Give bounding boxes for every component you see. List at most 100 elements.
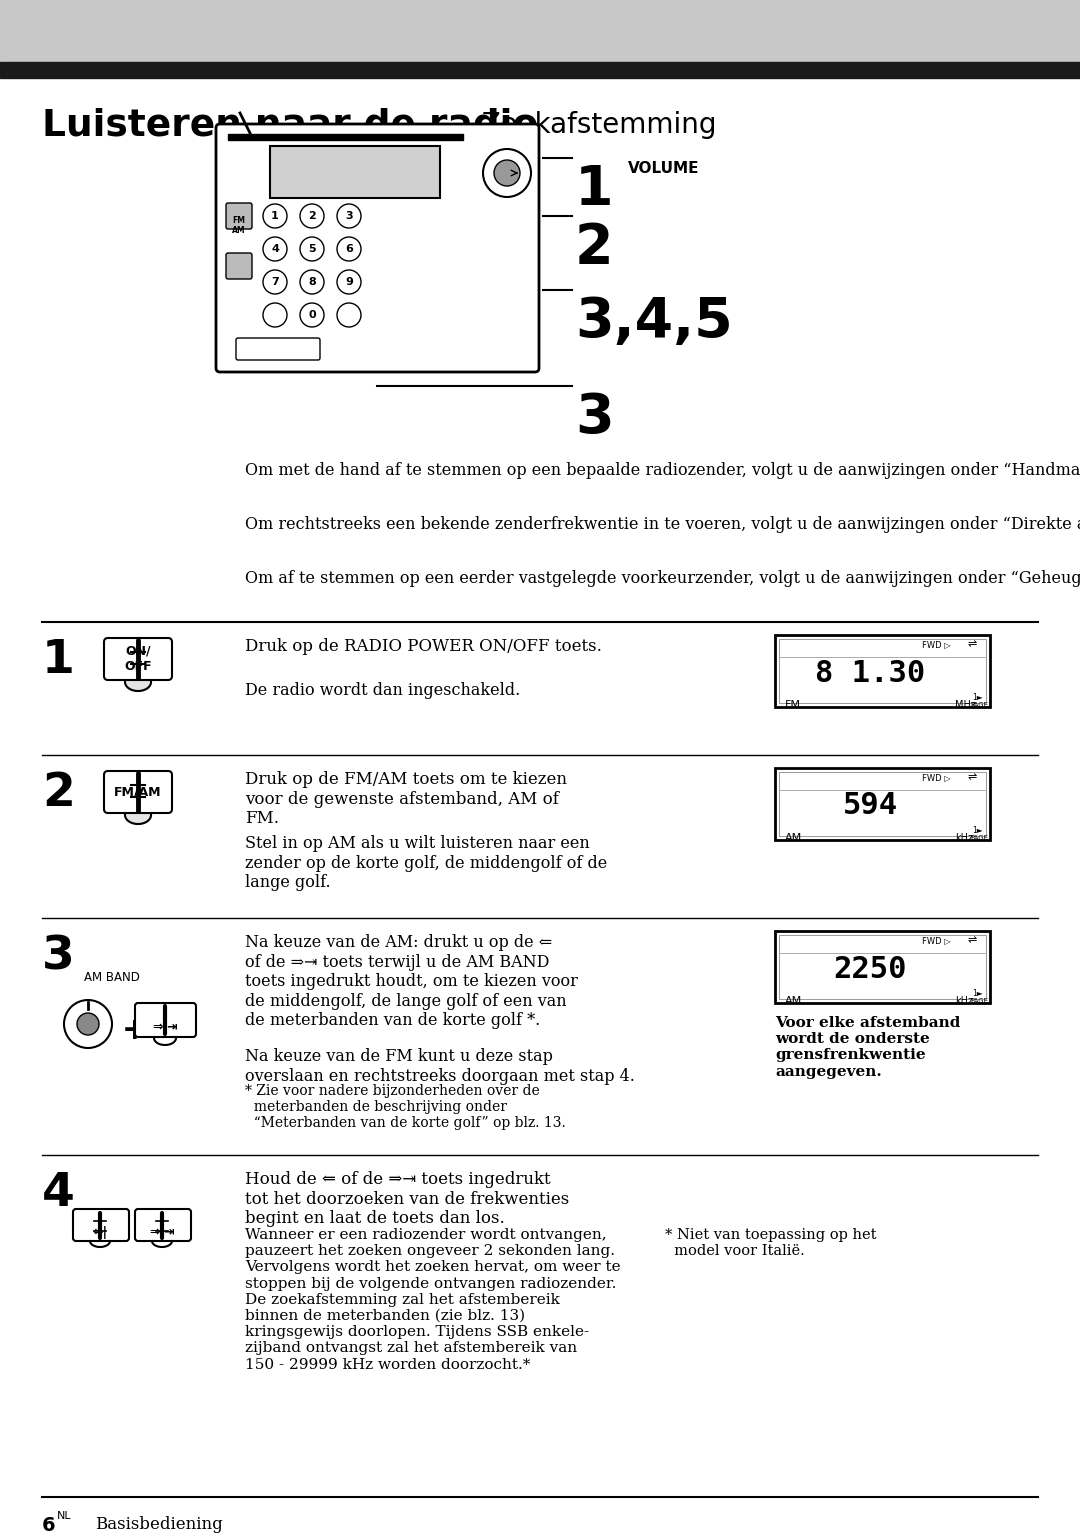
Circle shape	[264, 270, 287, 294]
Text: ⇌: ⇌	[968, 773, 977, 782]
FancyBboxPatch shape	[226, 253, 252, 279]
Circle shape	[300, 270, 324, 294]
Text: ⇒|⇥: ⇒|⇥	[149, 1226, 175, 1239]
Circle shape	[337, 270, 361, 294]
Circle shape	[337, 304, 361, 327]
Circle shape	[483, 149, 531, 198]
Text: AM: AM	[785, 996, 802, 1006]
Text: ⇌: ⇌	[968, 935, 977, 944]
Text: 2: 2	[308, 212, 315, 221]
Text: Luisteren naar de radio: Luisteren naar de radio	[42, 107, 538, 144]
Text: 6: 6	[346, 244, 353, 254]
Bar	[270, 146, 440, 198]
Text: Om af te stemmen op een eerder vastgelegde voorkeurzender, volgt u de aanwijzing: Om af te stemmen op een eerder vastgeleg…	[245, 570, 1080, 587]
Text: FWD ▷: FWD ▷	[922, 773, 950, 782]
Text: Na keuze van de AM: drukt u op de ⇐
of de ⇒⇥ toets terwijl u de AM BAND
toets in: Na keuze van de AM: drukt u op de ⇐ of d…	[245, 934, 578, 1029]
Text: Om rechtstreeks een bekende zenderfrekwentie in te voeren, volgt u de aanwijzing: Om rechtstreeks een bekende zenderfrekwe…	[245, 517, 1080, 533]
Text: 3: 3	[346, 212, 353, 221]
Text: —Zoekafstemming: —Zoekafstemming	[455, 110, 717, 140]
FancyBboxPatch shape	[216, 124, 539, 373]
Text: PAGE: PAGE	[970, 702, 988, 708]
Text: Stel in op AM als u wilt luisteren naar een
zender op de korte golf, de middengo: Stel in op AM als u wilt luisteren naar …	[245, 835, 607, 891]
Text: Druk op de RADIO POWER ON/OFF toets.: Druk op de RADIO POWER ON/OFF toets.	[245, 638, 602, 655]
Text: ⇌: ⇌	[968, 639, 977, 648]
Text: kHz: kHz	[955, 996, 973, 1006]
Text: 0: 0	[308, 310, 315, 320]
Text: Om met de hand af te stemmen op een bepaalde radiozender, volgt u de aanwijzinge: Om met de hand af te stemmen op een bepa…	[245, 461, 1080, 478]
Text: Houd de ⇐ of de ⇒⇥ toets ingedrukt
tot het doorzoeken van de frekwenties
begint : Houd de ⇐ of de ⇒⇥ toets ingedrukt tot h…	[245, 1171, 569, 1228]
Text: 1►: 1►	[972, 693, 983, 702]
FancyBboxPatch shape	[104, 771, 172, 812]
Bar	[779, 639, 986, 704]
Circle shape	[300, 204, 324, 228]
Text: 7: 7	[271, 277, 279, 287]
Text: Druk op de FM/AM toets om te kiezen
voor de gewenste afstemband, AM of
FM.: Druk op de FM/AM toets om te kiezen voor…	[245, 771, 567, 828]
Bar	[779, 773, 986, 835]
Text: Wanneer er een radiozender wordt ontvangen,
pauzeert het zoeken ongeveer 2 sekon: Wanneer er een radiozender wordt ontvang…	[245, 1228, 621, 1372]
Bar	[779, 935, 986, 1000]
Text: 4: 4	[42, 1171, 75, 1216]
Text: FM: FM	[785, 701, 801, 710]
Circle shape	[64, 1000, 112, 1049]
Circle shape	[300, 238, 324, 261]
Text: 5: 5	[308, 244, 315, 254]
Text: * Zie voor nadere bijzonderheden over de
  meterbanden de beschrijving onder
  “: * Zie voor nadere bijzonderheden over de…	[245, 1084, 566, 1130]
FancyBboxPatch shape	[73, 1210, 129, 1242]
Circle shape	[77, 1013, 99, 1035]
Text: AM BAND: AM BAND	[84, 970, 140, 984]
Text: 1►: 1►	[972, 989, 983, 998]
Text: MHz: MHz	[955, 701, 976, 710]
Text: ⇐|: ⇐|	[93, 1226, 108, 1239]
Circle shape	[494, 159, 519, 185]
Text: 3: 3	[42, 934, 75, 980]
Text: kHz: kHz	[955, 832, 973, 843]
Bar	[0, 0, 1080, 61]
Circle shape	[264, 204, 287, 228]
Text: 2: 2	[575, 221, 613, 274]
Text: 2250: 2250	[834, 955, 907, 984]
FancyBboxPatch shape	[237, 337, 320, 360]
Text: NL: NL	[57, 1512, 71, 1521]
Bar	[775, 635, 990, 707]
Text: 1: 1	[575, 162, 613, 218]
Text: Voor elke afstemband
wordt de onderste
grensfrenkwentie
aangegeven.: Voor elke afstemband wordt de onderste g…	[775, 1016, 960, 1079]
Circle shape	[337, 238, 361, 261]
Text: VOLUME: VOLUME	[627, 161, 700, 176]
Text: AM: AM	[785, 832, 802, 843]
Text: 1: 1	[42, 638, 75, 684]
Text: ON/
OFF: ON/ OFF	[124, 645, 152, 673]
Text: 8 1.30: 8 1.30	[815, 659, 926, 687]
Circle shape	[300, 304, 324, 327]
Text: 3,4,5: 3,4,5	[575, 294, 732, 350]
Text: 9: 9	[346, 277, 353, 287]
Text: 1: 1	[271, 212, 279, 221]
Text: 8: 8	[308, 277, 315, 287]
Text: PAGE: PAGE	[970, 835, 988, 842]
Text: ⇒|⇥: ⇒|⇥	[152, 1021, 178, 1033]
Text: * Niet van toepassing op het
  model voor Italië.: * Niet van toepassing op het model voor …	[665, 1228, 877, 1259]
Circle shape	[264, 238, 287, 261]
Bar	[228, 133, 463, 140]
Text: FWD ▷: FWD ▷	[922, 937, 950, 944]
Text: Na keuze van de FM kunt u deze stap
overslaan en rechtstreeks doorgaan met stap : Na keuze van de FM kunt u deze stap over…	[245, 1049, 635, 1085]
FancyBboxPatch shape	[226, 202, 252, 228]
Text: 3: 3	[575, 391, 613, 445]
Text: 594: 594	[842, 791, 897, 820]
Bar	[0, 61, 1080, 78]
FancyBboxPatch shape	[135, 1003, 195, 1036]
Bar	[775, 768, 990, 840]
Text: 2: 2	[42, 771, 75, 816]
FancyBboxPatch shape	[135, 1210, 191, 1242]
Text: 6: 6	[42, 1516, 56, 1533]
Text: FM/AM: FM/AM	[114, 785, 162, 799]
FancyBboxPatch shape	[104, 638, 172, 681]
Circle shape	[337, 204, 361, 228]
Text: FWD ▷: FWD ▷	[922, 639, 950, 648]
Text: De radio wordt dan ingeschakeld.: De radio wordt dan ingeschakeld.	[245, 682, 521, 699]
Text: +: +	[122, 1016, 148, 1046]
Text: FM
AM: FM AM	[232, 216, 246, 236]
Text: PAGE: PAGE	[970, 998, 988, 1004]
Text: 1►: 1►	[972, 826, 983, 835]
Text: Basisbediening: Basisbediening	[95, 1516, 222, 1533]
Circle shape	[264, 304, 287, 327]
